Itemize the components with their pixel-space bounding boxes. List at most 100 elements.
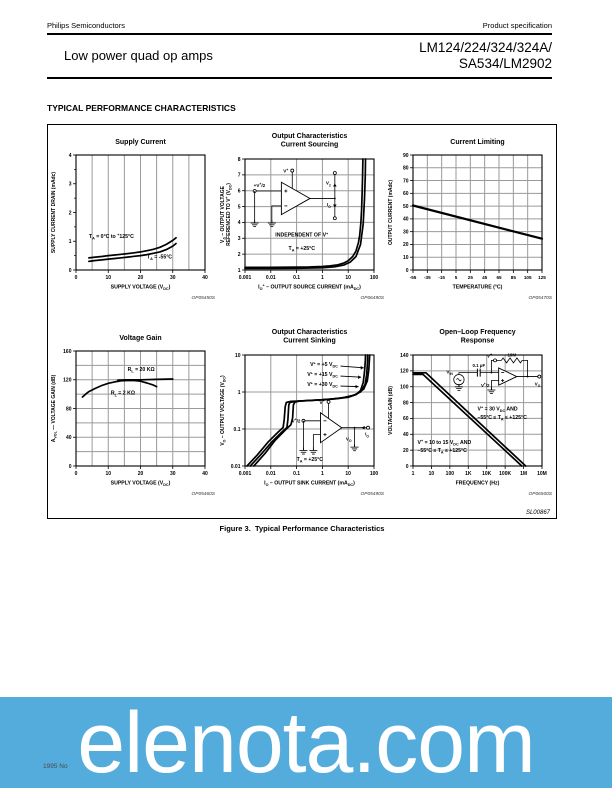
- svg-text:30: 30: [170, 275, 176, 281]
- svg-text:10M: 10M: [507, 352, 516, 357]
- svg-text:10: 10: [235, 353, 241, 359]
- svg-text:70: 70: [403, 178, 409, 184]
- svg-text:65: 65: [496, 275, 502, 280]
- svg-text:0.001: 0.001: [239, 471, 252, 477]
- part-numbers-line2: SA534/LM2902: [458, 55, 552, 71]
- open-loop-frequency-response-svg: Open–Loop Frequency Response 1 10 100 1K 10K 10…: [388, 329, 553, 497]
- page-header: Philips Semiconductors Product specifica…: [47, 21, 552, 30]
- svg-text:3: 3: [238, 236, 241, 242]
- svg-text:0.1: 0.1: [293, 275, 300, 281]
- svg-text:30: 30: [170, 471, 176, 477]
- svg-text:OP05470S: OP05470S: [529, 295, 553, 301]
- svg-text:120: 120: [400, 369, 409, 375]
- supply-current-svg: Supply Current 0 10 20 30 40 0 1 2 3 4 SUPPLY VOLTA…: [51, 139, 216, 301]
- svg-text:IO+ – OUTPUT SOURCE CURRENT (m: IO+ – OUTPUT SOURCE CURRENT (mADC): [258, 284, 361, 291]
- svg-text:OP05490S: OP05490S: [361, 491, 385, 497]
- svg-text:IO: IO: [327, 202, 331, 209]
- svg-text:TA = 0°C to +125°C: TA = 0°C to +125°C: [89, 233, 134, 240]
- svg-text:0: 0: [75, 471, 78, 477]
- svg-text:V+: V+: [487, 353, 492, 359]
- svg-text:1K: 1K: [465, 471, 472, 477]
- document-title: Low power quad op amps: [64, 48, 213, 63]
- svg-text:1: 1: [238, 390, 241, 396]
- svg-text:Current Sinking: Current Sinking: [283, 338, 336, 345]
- svg-text:100: 100: [370, 275, 379, 281]
- svg-text:10: 10: [105, 471, 111, 477]
- svg-text:0.1: 0.1: [234, 427, 241, 433]
- svg-text:80: 80: [403, 166, 409, 172]
- svg-text:20: 20: [138, 275, 144, 281]
- svg-text:V+/2: V+/2: [481, 382, 490, 388]
- svg-text:40: 40: [66, 435, 72, 441]
- svg-text:VO: VO: [346, 436, 352, 443]
- svg-text:140: 140: [400, 353, 409, 359]
- svg-text:10: 10: [429, 471, 435, 477]
- svg-text:V2: V2: [326, 181, 331, 188]
- svg-text:2: 2: [238, 252, 241, 258]
- svg-text:VΔ – OUTPUT VOLTAGE: VΔ – OUTPUT VOLTAGE: [220, 185, 227, 243]
- svg-text:3: 3: [69, 182, 72, 188]
- svg-text:125: 125: [538, 275, 546, 280]
- svg-text:Output Characteristics: Output Characteristics: [272, 329, 348, 336]
- svg-text:VO – OUTPUT VOLTAGE (VDC): VO – OUTPUT VOLTAGE (VDC): [220, 375, 227, 446]
- svg-text:0.01: 0.01: [266, 275, 276, 281]
- svg-text:VOLTAGE GAIN (dB): VOLTAGE GAIN (dB): [388, 386, 394, 435]
- svg-text:OP06500S: OP06500S: [529, 491, 553, 497]
- svg-text:0: 0: [75, 275, 78, 281]
- svg-text:120: 120: [63, 378, 72, 384]
- svg-text:SUPPLY CURRENT DRAIN (mAdc): SUPPLY CURRENT DRAIN (mAdc): [51, 172, 57, 253]
- watermark-text: elenota.com: [77, 694, 536, 791]
- svg-text:1: 1: [238, 268, 241, 274]
- svg-text:45: 45: [482, 275, 488, 280]
- svg-text:RL = 2 KΩ: RL = 2 KΩ: [111, 391, 135, 398]
- svg-text:1M: 1M: [520, 471, 527, 477]
- svg-text:Voltage Gain: Voltage Gain: [119, 335, 161, 342]
- svg-text:TA = +25°C: TA = +25°C: [297, 457, 324, 464]
- svg-text:4: 4: [238, 220, 241, 226]
- opamp-sourcing-schematic: V+ +V+/2 V2 IO: [250, 168, 337, 228]
- svg-text:IO – OUTPUT SINK CURRENT (mADC: IO – OUTPUT SINK CURRENT (mADC): [264, 481, 355, 488]
- svg-text:Open–Loop Frequency: Open–Loop Frequency: [439, 329, 515, 336]
- svg-text:Supply Current: Supply Current: [115, 139, 166, 146]
- svg-text:0: 0: [69, 464, 72, 470]
- svg-text:10: 10: [105, 275, 111, 281]
- svg-text:INDEPENDENT OF V+: INDEPENDENT OF V+: [275, 232, 329, 239]
- svg-text:Current Limiting: Current Limiting: [450, 139, 504, 146]
- chart-output-current-sourcing: Output Characteristics Current Sourcing 0.…: [218, 129, 388, 321]
- svg-text:IO: IO: [365, 432, 369, 439]
- chart-supply-current: Supply Current 0 10 20 30 40 0 1 2 3 4 SUPPLY VOLTA…: [49, 129, 219, 321]
- svg-text:VO: VO: [535, 382, 541, 389]
- svg-text:FREQUENCY (Hz): FREQUENCY (Hz): [456, 481, 500, 487]
- svg-text:5: 5: [238, 204, 241, 210]
- svg-text:0.1: 0.1: [293, 471, 300, 477]
- svg-text:SUPPLY VOLTAGE (VDC): SUPPLY VOLTAGE (VDC): [111, 481, 171, 488]
- chart-voltage-gain: Voltage Gain 0 10 20 30 40 0 40 80 120 160 SUPPLY V…: [49, 325, 219, 517]
- header-right: Product specification: [482, 21, 552, 30]
- svg-text:OP05450S: OP05450S: [192, 295, 216, 301]
- svg-text:V+/2: V+/2: [292, 418, 301, 424]
- svg-text:OP05460S: OP05460S: [192, 491, 216, 497]
- header-rule-top: [47, 33, 552, 35]
- part-numbers-line1: LM124/224/324/324A/: [419, 40, 552, 55]
- charts-box: Supply Current 0 10 20 30 40 0 1 2 3 4 SUPPLY VOLTA…: [47, 124, 557, 519]
- svg-text:0: 0: [406, 464, 409, 470]
- svg-text:10: 10: [345, 471, 351, 477]
- svg-text:TA = -55°C: TA = -55°C: [147, 255, 172, 262]
- svg-text:OUTPUT CURRENT (mAdc): OUTPUT CURRENT (mAdc): [388, 180, 394, 245]
- svg-text:40: 40: [202, 471, 208, 477]
- svg-text:10K: 10K: [482, 471, 492, 477]
- svg-text:TA = +25°C: TA = +25°C: [289, 246, 316, 253]
- svg-text:V+ = +5 VDC: V+ = +5 VDC: [310, 361, 338, 368]
- svg-text:V+ = 10 to 15 VDC AND: V+ = 10 to 15 VDC AND: [418, 439, 472, 446]
- svg-text:0.001: 0.001: [239, 275, 252, 281]
- svg-text:85: 85: [511, 275, 517, 280]
- figure-code: SL00867: [525, 510, 550, 516]
- svg-text:1: 1: [321, 471, 324, 477]
- opamp-sinking-schematic: V+ V+/2 IO VO: [292, 399, 370, 455]
- part-numbers: LM124/224/324/324A/ SA534/LM2902: [419, 40, 552, 71]
- footer-partial-text: 1995 No: [43, 763, 68, 770]
- svg-text:80: 80: [403, 400, 409, 406]
- svg-text:-55: -55: [410, 275, 417, 280]
- svg-text:100: 100: [370, 471, 379, 477]
- svg-text:TEMPERATURE (°C): TEMPERATURE (°C): [453, 285, 503, 291]
